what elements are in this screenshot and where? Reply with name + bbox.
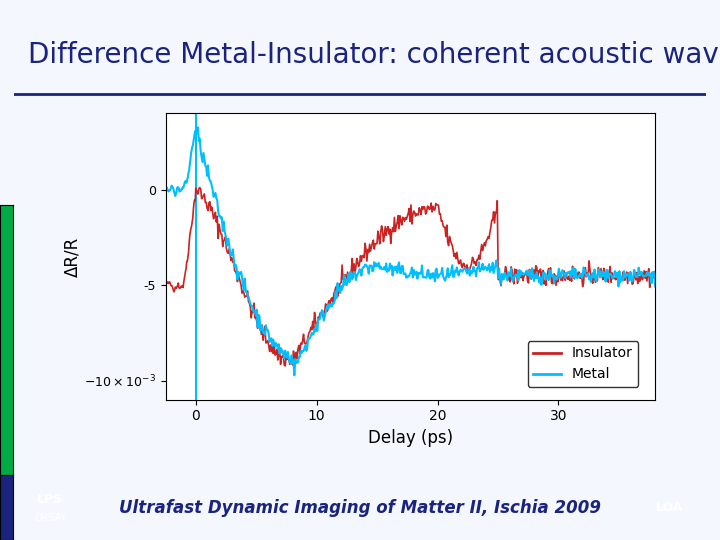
Insulator (495, 275, 504, 282)
Insulator (630, 272, 639, 279)
Metal (171, 193, 179, 199)
Insulator (161, 280, 170, 287)
Metal (290, 372, 299, 379)
Insulator (171, 284, 179, 291)
Metal (651, 284, 660, 290)
Insulator (377, 230, 385, 236)
Insulator (372, 240, 380, 247)
Insulator (343, 269, 352, 275)
Insulator (195, 184, 204, 191)
Insulator (281, 363, 289, 369)
Y-axis label: ΔR/R: ΔR/R (63, 237, 81, 276)
Text: ORSAY: ORSAY (34, 514, 67, 523)
Metal (372, 260, 380, 267)
Text: Difference Metal-Insulator: coherent acoustic wave: Difference Metal-Insulator: coherent aco… (28, 41, 720, 69)
Metal (377, 264, 385, 270)
Metal (161, 185, 170, 192)
Metal (630, 267, 639, 273)
Metal (194, 124, 202, 131)
Text: LOA: LOA (656, 501, 683, 514)
Line: Insulator: Insulator (166, 187, 655, 366)
Metal (495, 278, 504, 285)
Text: Ultrafast Dynamic Imaging of Matter II, Ischia 2009: Ultrafast Dynamic Imaging of Matter II, … (119, 498, 601, 517)
Insulator (651, 272, 660, 279)
Legend: Insulator, Metal: Insulator, Metal (528, 341, 639, 387)
Line: Metal: Metal (166, 127, 655, 375)
X-axis label: Delay (ps): Delay (ps) (368, 429, 453, 447)
Metal (343, 278, 352, 285)
Text: LPS: LPS (37, 493, 63, 506)
